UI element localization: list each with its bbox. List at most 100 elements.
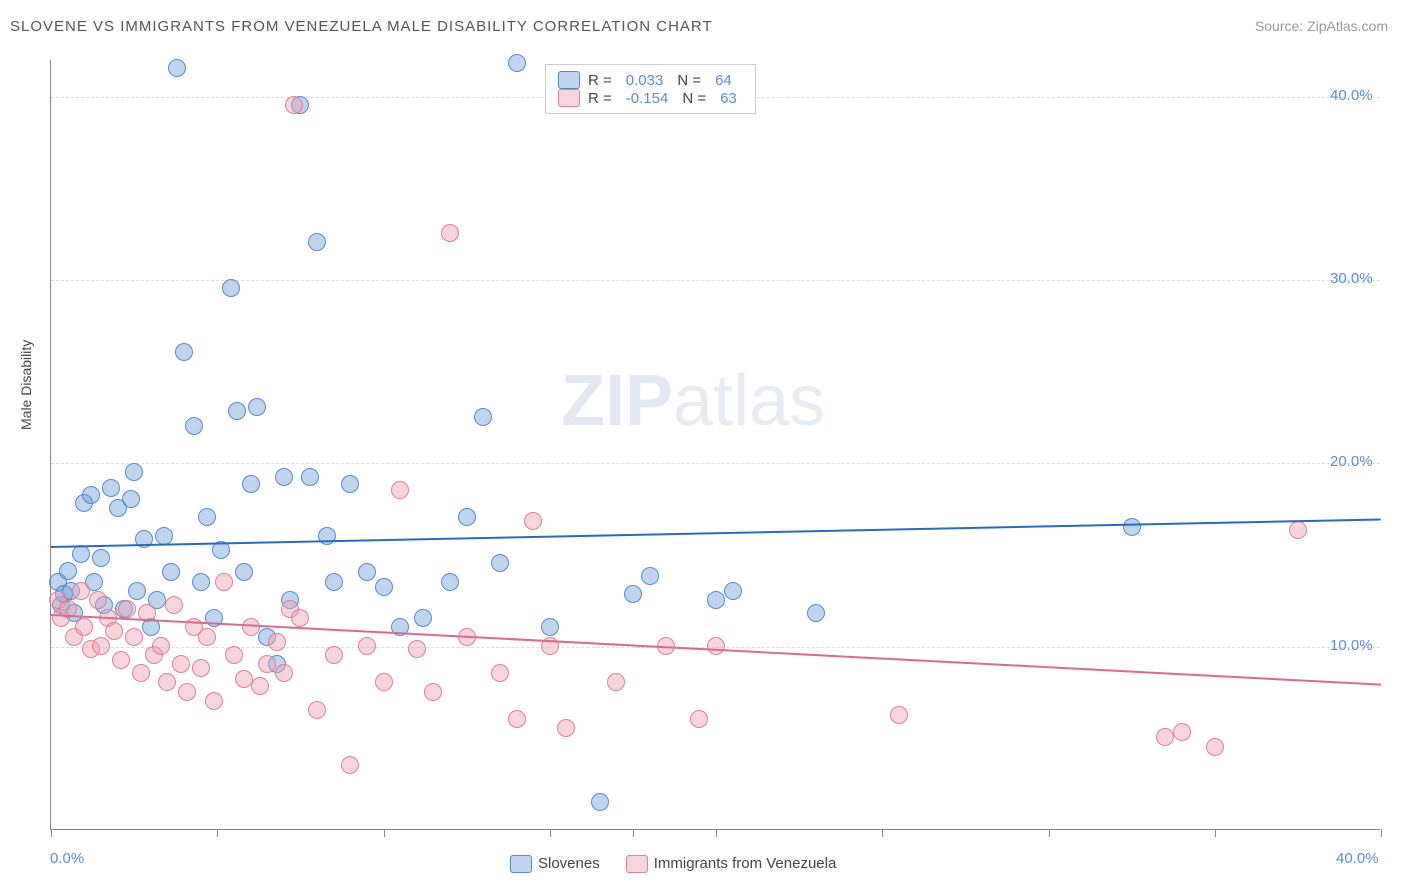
legend-n-label: N = bbox=[682, 90, 706, 107]
x-tick-label: 0.0% bbox=[50, 850, 84, 867]
legend-n-label: N = bbox=[677, 72, 701, 89]
legend-swatch bbox=[558, 71, 580, 89]
data-point bbox=[341, 475, 359, 493]
plot-area: ZIPatlas bbox=[50, 60, 1380, 830]
data-point bbox=[258, 655, 276, 673]
x-tick bbox=[550, 829, 551, 837]
data-point bbox=[541, 618, 559, 636]
data-point bbox=[724, 582, 742, 600]
legend-r-label: R = bbox=[588, 90, 612, 107]
legend-r-value: -0.154 bbox=[620, 90, 675, 107]
data-point bbox=[222, 279, 240, 297]
grid-line bbox=[51, 463, 1380, 464]
data-point bbox=[225, 646, 243, 664]
data-point bbox=[72, 545, 90, 563]
data-point bbox=[607, 673, 625, 691]
y-tick-label: 30.0% bbox=[1330, 270, 1373, 287]
data-point bbox=[308, 233, 326, 251]
data-point bbox=[125, 628, 143, 646]
data-point bbox=[508, 54, 526, 72]
data-point bbox=[92, 637, 110, 655]
x-tick bbox=[1049, 829, 1050, 837]
data-point bbox=[192, 659, 210, 677]
data-point bbox=[508, 710, 526, 728]
data-point bbox=[198, 508, 216, 526]
data-point bbox=[92, 549, 110, 567]
data-point bbox=[325, 646, 343, 664]
legend-n-value: 63 bbox=[714, 90, 743, 107]
x-tick bbox=[882, 829, 883, 837]
data-point bbox=[391, 481, 409, 499]
bottom-legend-label: Slovenes bbox=[538, 855, 600, 872]
data-point bbox=[285, 96, 303, 114]
x-tick bbox=[633, 829, 634, 837]
y-tick-label: 20.0% bbox=[1330, 453, 1373, 470]
data-point bbox=[458, 508, 476, 526]
y-axis-label: Male Disability bbox=[18, 340, 34, 430]
data-point bbox=[375, 673, 393, 691]
data-point bbox=[1123, 518, 1141, 536]
data-point bbox=[1206, 738, 1224, 756]
data-point bbox=[1289, 521, 1307, 539]
data-point bbox=[890, 706, 908, 724]
data-point bbox=[524, 512, 542, 530]
trend-line bbox=[51, 518, 1381, 547]
data-point bbox=[491, 664, 509, 682]
legend-n-value: 64 bbox=[709, 72, 738, 89]
data-point bbox=[185, 417, 203, 435]
data-point bbox=[165, 596, 183, 614]
data-point bbox=[690, 710, 708, 728]
data-point bbox=[248, 398, 266, 416]
data-point bbox=[128, 582, 146, 600]
watermark: ZIPatlas bbox=[561, 360, 825, 442]
bottom-legend-item: Slovenes bbox=[510, 855, 600, 873]
data-point bbox=[707, 637, 725, 655]
data-point bbox=[441, 224, 459, 242]
data-point bbox=[474, 408, 492, 426]
data-point bbox=[105, 622, 123, 640]
x-tick bbox=[716, 829, 717, 837]
watermark-rest: atlas bbox=[673, 361, 825, 441]
watermark-bold: ZIP bbox=[561, 361, 673, 441]
data-point bbox=[491, 554, 509, 572]
chart-header: SLOVENE VS IMMIGRANTS FROM VENEZUELA MAL… bbox=[0, 0, 1406, 42]
data-point bbox=[152, 637, 170, 655]
data-point bbox=[205, 692, 223, 710]
data-point bbox=[275, 664, 293, 682]
data-point bbox=[441, 573, 459, 591]
data-point bbox=[118, 600, 136, 618]
legend-swatch bbox=[510, 855, 532, 873]
data-point bbox=[162, 563, 180, 581]
data-point bbox=[807, 604, 825, 622]
y-tick-label: 10.0% bbox=[1330, 637, 1373, 654]
data-point bbox=[591, 793, 609, 811]
data-point bbox=[102, 479, 120, 497]
data-point bbox=[301, 468, 319, 486]
correlation-legend: R =0.033N =64R =-0.154N =63 bbox=[545, 64, 756, 114]
data-point bbox=[215, 573, 233, 591]
data-point bbox=[1156, 728, 1174, 746]
data-point bbox=[89, 591, 107, 609]
x-tick bbox=[51, 829, 52, 837]
x-tick bbox=[217, 829, 218, 837]
data-point bbox=[275, 468, 293, 486]
data-point bbox=[198, 628, 216, 646]
legend-swatch bbox=[626, 855, 648, 873]
data-point bbox=[235, 563, 253, 581]
data-point bbox=[325, 573, 343, 591]
y-tick-label: 40.0% bbox=[1330, 87, 1373, 104]
chart-title: SLOVENE VS IMMIGRANTS FROM VENEZUELA MAL… bbox=[10, 18, 713, 35]
data-point bbox=[424, 683, 442, 701]
data-point bbox=[82, 486, 100, 504]
data-point bbox=[75, 618, 93, 636]
data-point bbox=[155, 527, 173, 545]
data-point bbox=[375, 578, 393, 596]
data-point bbox=[168, 59, 186, 77]
data-point bbox=[72, 582, 90, 600]
data-point bbox=[291, 609, 309, 627]
bottom-legend-item: Immigrants from Venezuela bbox=[626, 855, 837, 873]
data-point bbox=[408, 640, 426, 658]
x-tick bbox=[1381, 829, 1382, 837]
data-point bbox=[112, 651, 130, 669]
data-point bbox=[242, 475, 260, 493]
